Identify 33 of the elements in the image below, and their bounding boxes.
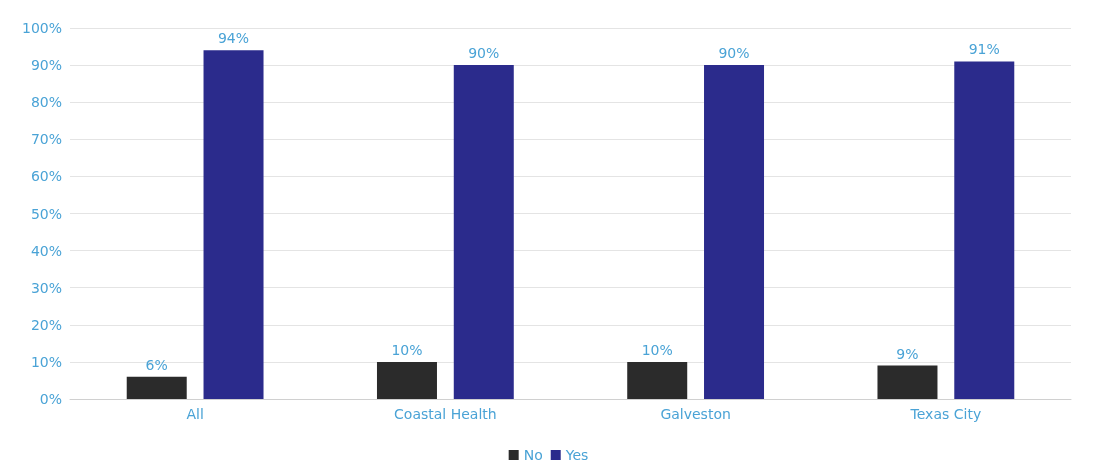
bar	[704, 65, 765, 399]
legend-label: Yes	[564, 447, 589, 463]
bar	[453, 65, 514, 399]
bar	[126, 376, 187, 399]
x-tick-label: Coastal Health	[394, 406, 497, 422]
data-label: 6%	[145, 356, 168, 373]
bar	[954, 61, 1015, 399]
y-tick-label: 20%	[30, 316, 62, 333]
y-tick-label: 90%	[30, 57, 62, 74]
data-label: 90%	[718, 45, 750, 62]
bar	[877, 365, 938, 399]
bar	[376, 361, 437, 399]
bar	[627, 361, 688, 399]
legend-label: No	[523, 447, 543, 463]
bar	[203, 50, 264, 399]
y-tick-label: 70%	[30, 131, 62, 148]
data-label: 94%	[217, 30, 250, 47]
data-label: 91%	[968, 41, 1000, 58]
y-tick-label: 50%	[30, 205, 62, 222]
data-label: 9%	[896, 345, 919, 362]
y-tick-label: 10%	[30, 353, 62, 370]
x-tick-label: Galveston	[660, 406, 731, 422]
y-tick-label: 0%	[39, 391, 62, 407]
data-label: 10%	[641, 341, 673, 358]
y-tick-label: 80%	[30, 94, 62, 111]
y-tick-label: 40%	[30, 242, 62, 259]
y-tick-label: 100%	[21, 20, 62, 36]
x-tick-label: Texas City	[909, 406, 982, 422]
x-tick-label: All	[186, 406, 204, 422]
data-label: 90%	[468, 45, 500, 62]
y-tick-label: 60%	[30, 168, 62, 185]
data-label: 10%	[391, 341, 423, 358]
y-tick-label: 30%	[30, 279, 62, 296]
